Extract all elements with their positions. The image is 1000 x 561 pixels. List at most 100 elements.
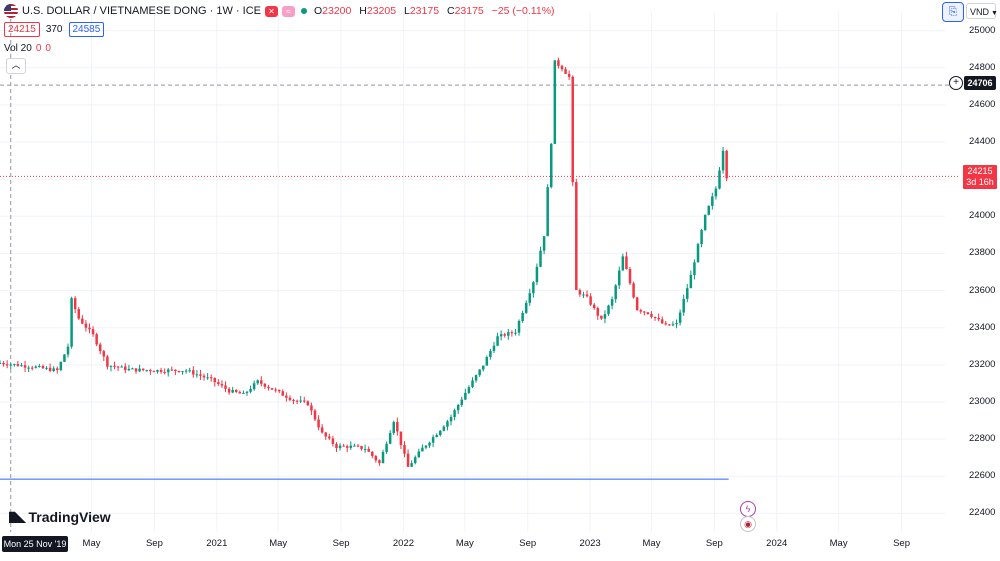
candle-up[interactable] — [693, 262, 696, 275]
candle-down[interactable] — [374, 456, 378, 461]
candle-up[interactable] — [621, 256, 625, 271]
candle-up[interactable] — [353, 445, 356, 447]
candle-down[interactable] — [657, 318, 660, 320]
candle-up[interactable] — [188, 370, 191, 372]
candle-down[interactable] — [725, 150, 728, 179]
candle-up[interactable] — [514, 332, 517, 334]
candle-down[interactable] — [668, 324, 671, 326]
candle-up[interactable] — [38, 365, 41, 367]
candle-up[interactable] — [582, 294, 585, 296]
candle-down[interactable] — [116, 366, 120, 368]
candle-down[interactable] — [227, 388, 231, 393]
candle-down[interactable] — [238, 391, 242, 394]
lightning-icon[interactable]: ϟ — [740, 501, 756, 517]
candle-down[interactable] — [324, 432, 327, 437]
candle-up[interactable] — [542, 236, 546, 251]
candle-down[interactable] — [646, 312, 650, 314]
candle-down[interactable] — [295, 400, 299, 402]
candle-down[interactable] — [557, 60, 560, 66]
candle-down[interactable] — [141, 368, 145, 371]
candle-up[interactable] — [52, 368, 55, 371]
candle-up[interactable] — [682, 298, 685, 313]
candle-down[interactable] — [560, 65, 564, 70]
candle-down[interactable] — [41, 365, 45, 369]
candle-up[interactable] — [127, 368, 131, 371]
candle-down[interactable] — [653, 316, 657, 319]
candle-up[interactable] — [521, 312, 524, 322]
candle-up[interactable] — [467, 387, 471, 393]
candle-down[interactable] — [202, 375, 206, 378]
candle-up[interactable] — [9, 364, 12, 366]
candle-down[interactable] — [149, 370, 152, 372]
candle-up[interactable] — [363, 448, 367, 450]
candle-up[interactable] — [453, 410, 456, 418]
candle-up[interactable] — [424, 445, 428, 448]
candle-down[interactable] — [170, 369, 174, 371]
candle-up[interactable] — [63, 354, 66, 362]
candle-down[interactable] — [632, 283, 635, 298]
candle-down[interactable] — [585, 294, 589, 297]
sell-button[interactable]: 24215 — [4, 22, 40, 37]
candle-down[interactable] — [23, 365, 27, 368]
candle-up[interactable] — [524, 302, 528, 313]
candle-up[interactable] — [532, 282, 535, 294]
symbol-title[interactable]: U.S. DOLLAR / VIETNAMESE DONG · 1W · ICE — [22, 5, 261, 17]
candle-down[interactable] — [399, 431, 403, 446]
candle-down[interactable] — [378, 460, 381, 464]
candle-down[interactable] — [95, 334, 98, 345]
candle-down[interactable] — [267, 386, 270, 389]
candle-up[interactable] — [614, 285, 617, 300]
compare-icon[interactable]: ⎘ — [942, 2, 964, 22]
candle-down[interactable] — [589, 296, 592, 305]
currency-select[interactable]: VND ▼ — [966, 3, 998, 19]
candle-up[interactable] — [428, 442, 431, 446]
candle-down[interactable] — [177, 370, 181, 372]
candle-up[interactable] — [20, 365, 23, 367]
candle-up[interactable] — [474, 375, 478, 381]
candle-up[interactable] — [499, 334, 503, 337]
candle-down[interactable] — [277, 389, 281, 392]
candle-up[interactable] — [338, 445, 342, 449]
candle-up[interactable] — [485, 357, 489, 366]
candle-up[interactable] — [528, 293, 532, 303]
candle-up[interactable] — [449, 417, 453, 422]
candle-down[interactable] — [30, 367, 34, 369]
close-icon[interactable]: ✕ — [264, 5, 278, 17]
candle-down[interactable] — [270, 388, 274, 390]
candle-up[interactable] — [507, 332, 510, 336]
candle-down[interactable] — [310, 405, 313, 411]
candle-up[interactable] — [517, 321, 521, 333]
candle-up[interactable] — [535, 266, 539, 283]
candle-down[interactable] — [592, 304, 596, 309]
buy-button[interactable]: 24585 — [68, 22, 105, 37]
candle-down[interactable] — [328, 436, 331, 439]
candle-down[interactable] — [220, 383, 224, 386]
candle-down[interactable] — [113, 365, 116, 367]
candle-up[interactable] — [711, 196, 714, 206]
candle-up[interactable] — [678, 312, 682, 323]
plus-icon[interactable]: + — [949, 76, 963, 90]
candle-down[interactable] — [163, 371, 166, 373]
candle-down[interactable] — [102, 351, 106, 357]
candle-down[interactable] — [303, 400, 306, 402]
candle-up[interactable] — [439, 430, 442, 436]
candle-down[interactable] — [664, 323, 668, 325]
candle-down[interactable] — [174, 369, 177, 371]
candle-down[interactable] — [263, 383, 267, 387]
candle-down[interactable] — [567, 73, 571, 77]
candle-up[interactable] — [696, 244, 700, 263]
candle-up[interactable] — [546, 187, 549, 237]
candle-down[interactable] — [48, 367, 52, 371]
candle-down[interactable] — [317, 419, 320, 428]
candle-up[interactable] — [45, 367, 48, 369]
candle-down[interactable] — [234, 389, 238, 392]
candle-down[interactable] — [2, 363, 5, 365]
candle-down[interactable] — [335, 443, 338, 449]
candle-up[interactable] — [249, 389, 252, 392]
candle-down[interactable] — [124, 366, 127, 371]
compare-symbols-icon[interactable]: ≈ — [281, 5, 295, 17]
candle-up[interactable] — [456, 404, 460, 411]
candle-up[interactable] — [703, 214, 707, 231]
candle-up[interactable] — [0, 363, 2, 364]
